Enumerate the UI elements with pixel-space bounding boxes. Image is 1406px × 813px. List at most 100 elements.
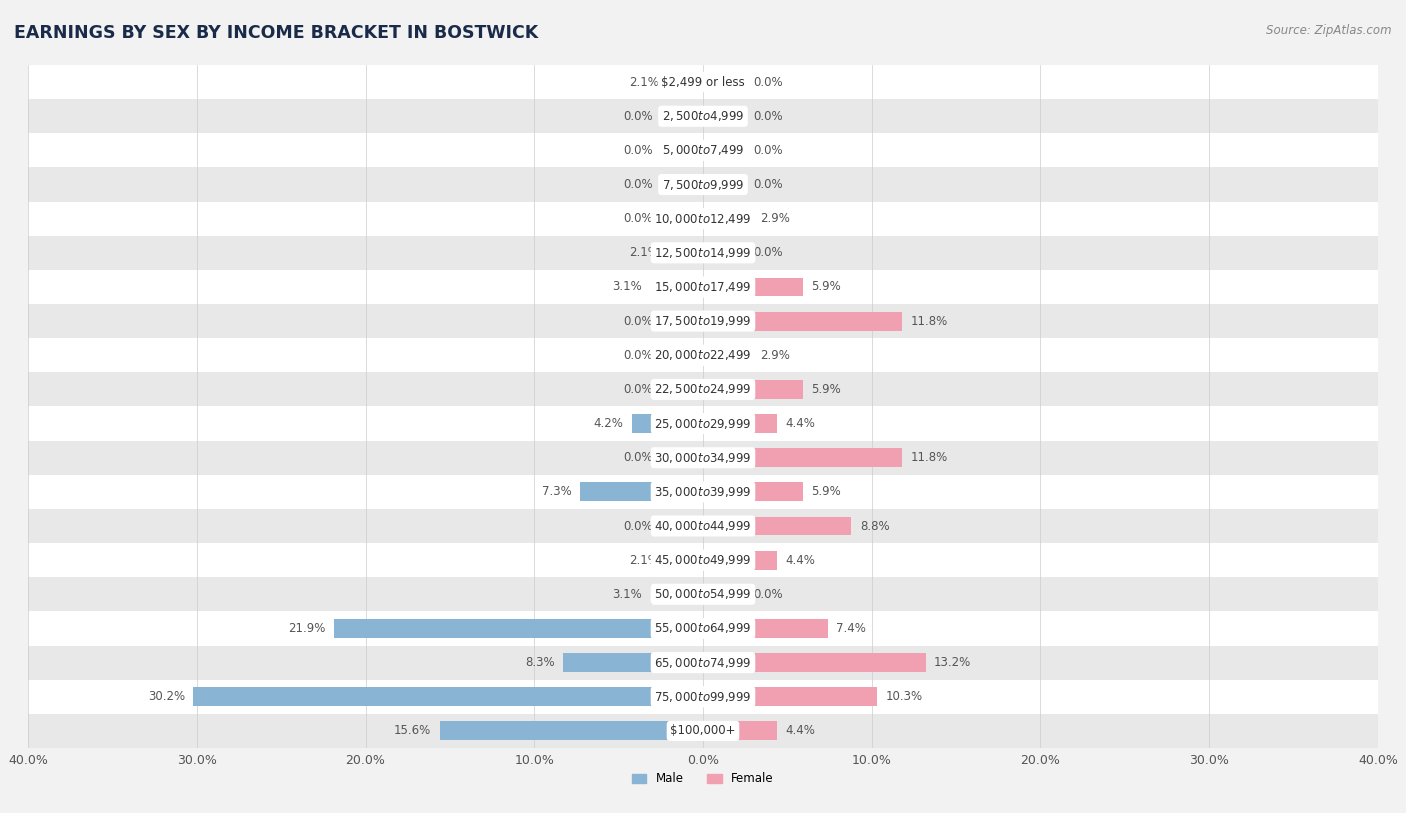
Bar <box>440 721 703 741</box>
Bar <box>703 653 925 672</box>
Text: $100,000+: $100,000+ <box>671 724 735 737</box>
Bar <box>28 202 1378 236</box>
Text: 11.8%: 11.8% <box>911 451 948 464</box>
Text: $25,000 to $29,999: $25,000 to $29,999 <box>654 416 752 431</box>
Text: 7.4%: 7.4% <box>837 622 866 635</box>
Text: 0.0%: 0.0% <box>623 451 652 464</box>
Bar <box>28 167 1378 202</box>
Text: $7,500 to $9,999: $7,500 to $9,999 <box>662 177 744 192</box>
Bar <box>661 380 703 399</box>
Bar <box>28 611 1378 646</box>
Bar <box>703 311 903 331</box>
Text: 5.9%: 5.9% <box>811 383 841 396</box>
Text: $35,000 to $39,999: $35,000 to $39,999 <box>654 485 752 499</box>
Text: 2.1%: 2.1% <box>630 76 659 89</box>
Text: 3.1%: 3.1% <box>613 588 643 601</box>
Text: 4.2%: 4.2% <box>593 417 624 430</box>
Bar <box>703 448 903 467</box>
Text: $75,000 to $99,999: $75,000 to $99,999 <box>654 689 752 704</box>
Text: 0.0%: 0.0% <box>623 110 652 123</box>
Bar <box>661 346 703 365</box>
Bar <box>703 687 877 706</box>
Bar <box>28 646 1378 680</box>
Bar <box>668 550 703 570</box>
Bar <box>703 107 745 126</box>
Bar <box>703 482 803 502</box>
Bar <box>661 175 703 194</box>
Bar <box>661 516 703 536</box>
Text: 4.4%: 4.4% <box>786 724 815 737</box>
Text: $20,000 to $22,499: $20,000 to $22,499 <box>654 348 752 363</box>
Bar <box>333 619 703 638</box>
Text: 8.8%: 8.8% <box>860 520 890 533</box>
Bar <box>703 243 745 263</box>
Text: $50,000 to $54,999: $50,000 to $54,999 <box>654 587 752 602</box>
Text: $22,500 to $24,999: $22,500 to $24,999 <box>654 382 752 397</box>
Bar <box>28 270 1378 304</box>
Bar <box>661 209 703 228</box>
Text: 2.1%: 2.1% <box>630 554 659 567</box>
Text: 21.9%: 21.9% <box>288 622 325 635</box>
Bar <box>703 516 852 536</box>
Text: $12,500 to $14,999: $12,500 to $14,999 <box>654 246 752 260</box>
Text: 30.2%: 30.2% <box>148 690 186 703</box>
Bar <box>28 509 1378 543</box>
Text: 10.3%: 10.3% <box>886 690 922 703</box>
Text: EARNINGS BY SEX BY INCOME BRACKET IN BOSTWICK: EARNINGS BY SEX BY INCOME BRACKET IN BOS… <box>14 24 538 42</box>
Bar <box>703 721 778 741</box>
Text: 0.0%: 0.0% <box>754 588 783 601</box>
Text: $2,499 or less: $2,499 or less <box>661 76 745 89</box>
Text: 0.0%: 0.0% <box>623 520 652 533</box>
Text: 0.0%: 0.0% <box>623 144 652 157</box>
Text: 13.2%: 13.2% <box>934 656 972 669</box>
Bar <box>668 243 703 263</box>
Text: $55,000 to $64,999: $55,000 to $64,999 <box>654 621 752 636</box>
Text: 0.0%: 0.0% <box>623 315 652 328</box>
Text: $10,000 to $12,499: $10,000 to $12,499 <box>654 211 752 226</box>
Bar <box>28 372 1378 406</box>
Bar <box>703 72 745 92</box>
Bar <box>703 346 752 365</box>
Text: 0.0%: 0.0% <box>754 178 783 191</box>
Text: 15.6%: 15.6% <box>394 724 432 737</box>
Text: $2,500 to $4,999: $2,500 to $4,999 <box>662 109 744 124</box>
Text: 7.3%: 7.3% <box>541 485 571 498</box>
Bar <box>703 550 778 570</box>
Bar <box>579 482 703 502</box>
Bar <box>28 65 1378 99</box>
Text: $40,000 to $44,999: $40,000 to $44,999 <box>654 519 752 533</box>
Text: 8.3%: 8.3% <box>524 656 554 669</box>
Text: 0.0%: 0.0% <box>754 76 783 89</box>
Bar <box>661 141 703 160</box>
Bar <box>703 175 745 194</box>
Bar <box>28 577 1378 611</box>
Text: 3.1%: 3.1% <box>613 280 643 293</box>
Text: 4.4%: 4.4% <box>786 554 815 567</box>
Text: 0.0%: 0.0% <box>754 144 783 157</box>
Text: 5.9%: 5.9% <box>811 485 841 498</box>
Bar <box>28 304 1378 338</box>
Bar <box>651 277 703 297</box>
Bar <box>703 277 803 297</box>
Bar <box>661 107 703 126</box>
Bar <box>703 414 778 433</box>
Text: 11.8%: 11.8% <box>911 315 948 328</box>
Text: $30,000 to $34,999: $30,000 to $34,999 <box>654 450 752 465</box>
Bar <box>633 414 703 433</box>
Text: 4.4%: 4.4% <box>786 417 815 430</box>
Bar <box>703 619 828 638</box>
Bar <box>28 543 1378 577</box>
Bar <box>703 141 745 160</box>
Legend: Male, Female: Male, Female <box>627 767 779 790</box>
Bar <box>703 209 752 228</box>
Text: 0.0%: 0.0% <box>623 178 652 191</box>
Bar <box>28 680 1378 714</box>
Bar <box>28 99 1378 133</box>
Bar <box>28 133 1378 167</box>
Bar <box>28 236 1378 270</box>
Text: 0.0%: 0.0% <box>623 212 652 225</box>
Text: $45,000 to $49,999: $45,000 to $49,999 <box>654 553 752 567</box>
Bar <box>28 475 1378 509</box>
Text: Source: ZipAtlas.com: Source: ZipAtlas.com <box>1267 24 1392 37</box>
Bar <box>668 72 703 92</box>
